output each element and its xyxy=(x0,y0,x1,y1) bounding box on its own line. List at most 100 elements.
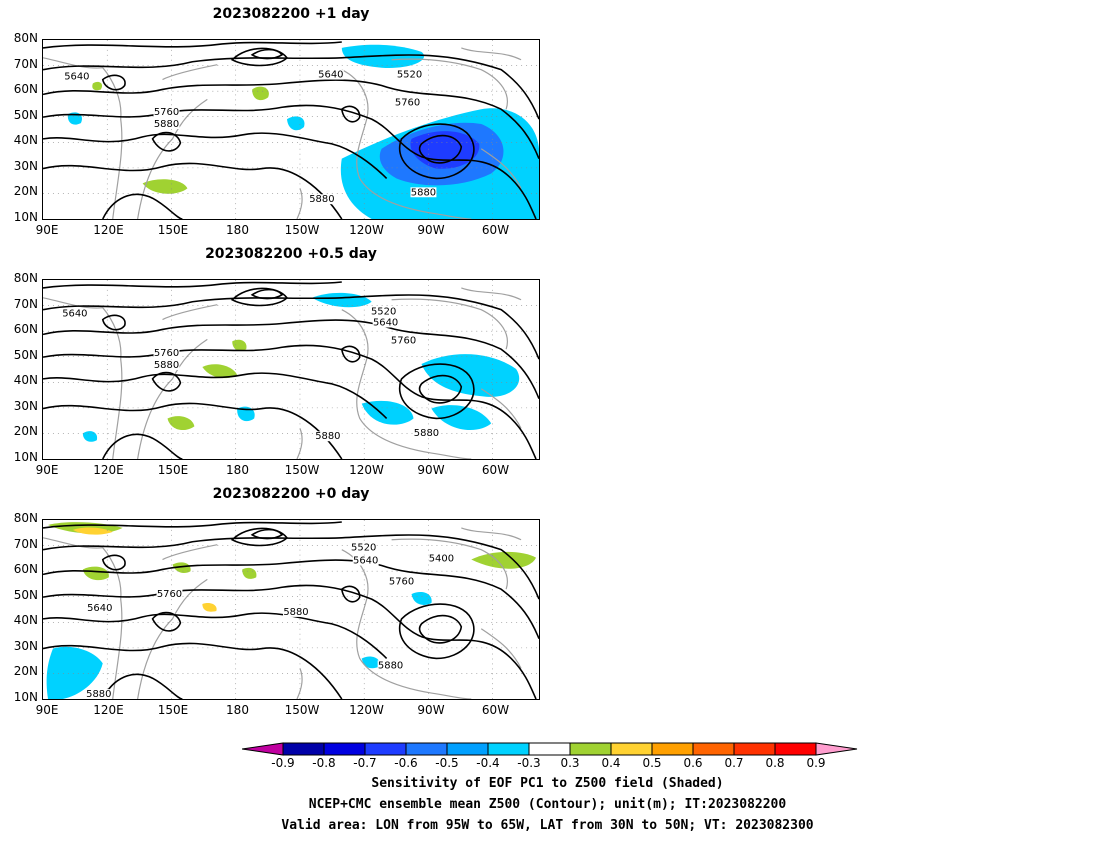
panel-2-title: 2023082200 +0.5 day xyxy=(205,246,377,262)
z500-contours xyxy=(43,281,539,459)
z500-contour xyxy=(43,132,388,180)
lat-tick-label: 30N xyxy=(13,638,38,653)
coastline xyxy=(461,527,522,541)
sensitivity-area xyxy=(82,566,109,581)
z500-contour xyxy=(340,105,361,123)
contour-label: 5880 xyxy=(378,660,403,671)
contour-label: 5880 xyxy=(154,119,179,130)
z500-contour xyxy=(399,603,475,660)
coastline xyxy=(391,298,508,350)
lon-tick-label: 90W xyxy=(417,463,445,477)
lat-tick-label: 10N xyxy=(13,689,38,704)
colorbar-segment xyxy=(692,742,735,756)
sensitivity-area xyxy=(202,364,238,379)
sensitivity-area xyxy=(46,646,103,699)
lat-tick-label: 50N xyxy=(13,347,38,362)
lat-tick-label: 20N xyxy=(13,424,38,438)
contour-label-bg xyxy=(308,194,335,205)
z500-contour xyxy=(43,534,539,600)
z500-contour xyxy=(151,371,182,392)
contour-label-bg xyxy=(388,576,415,587)
coastline xyxy=(296,668,303,699)
contour-label-bg xyxy=(377,660,404,671)
contour-label-bg xyxy=(156,589,183,600)
colorbar-tick-label: -0.7 xyxy=(353,756,377,770)
lon-tick-label: 60W xyxy=(481,463,510,477)
colorbar-segment xyxy=(405,742,448,756)
coastline xyxy=(162,64,218,81)
coastline xyxy=(480,628,522,669)
panel-1-title: 2023082200 +1 day xyxy=(212,6,370,22)
lon-tick-label: 60W xyxy=(481,703,510,717)
coastline xyxy=(296,428,303,459)
coastline xyxy=(461,287,522,301)
map-panel-2: 5640 5520 5640 5760 5760 5880 5880 5880 xyxy=(42,279,540,460)
lat-tick-label: 80N xyxy=(13,511,38,525)
z500-contour xyxy=(43,79,539,159)
lon-tick-label: 150W xyxy=(284,463,320,477)
sensitivity-area xyxy=(431,405,492,431)
colorbar-segment xyxy=(528,742,571,756)
lon-tick-label: 120E xyxy=(93,223,124,237)
coastline xyxy=(162,544,218,561)
contour-label: 5640 xyxy=(64,72,89,83)
colorbar-tick-label: -0.3 xyxy=(517,756,541,770)
lat-tick-label: 40N xyxy=(13,613,38,627)
z500-contour xyxy=(151,611,182,632)
lat-tick-label: 40N xyxy=(13,133,38,147)
map-panel-3: 5520 5640 5400 5760 5760 5640 5880 5880 5880 xyxy=(42,519,540,700)
contour-label: 5640 xyxy=(318,70,343,81)
z500-contour xyxy=(43,41,342,49)
lat-tick-label: 50N xyxy=(13,107,38,122)
colorbar-segment xyxy=(733,742,776,756)
sensitivity-area xyxy=(172,562,191,573)
lon-tick-label: 90E xyxy=(35,223,59,237)
sensitivity-area xyxy=(72,527,113,535)
contour-label: 5640 xyxy=(87,603,112,614)
coastline xyxy=(296,188,303,219)
z500-contour xyxy=(101,74,126,91)
lon-tick-label: 90E xyxy=(35,703,59,717)
contour-label-bg xyxy=(352,555,379,566)
sensitivity-area xyxy=(411,592,432,605)
lon-tick-label: 150W xyxy=(284,703,320,717)
z500-contour xyxy=(340,585,361,603)
contour-label: 5880 xyxy=(309,194,334,205)
lon-tick-label: 120W xyxy=(349,703,384,717)
contour-label: 5880 xyxy=(414,428,439,439)
z500-contour xyxy=(101,314,126,331)
contour-label-bg xyxy=(372,317,399,328)
contour-label-bg xyxy=(370,306,397,317)
z500-contour xyxy=(340,345,361,363)
lat-tick-label: 10N xyxy=(13,209,38,224)
z500-contour xyxy=(102,193,183,219)
panel-3-title: 2023082200 +0 day xyxy=(212,486,370,502)
lon-tick-label: 120E xyxy=(93,463,124,477)
coastline xyxy=(341,69,472,219)
sensitivity-area xyxy=(82,431,98,442)
colorbar-segment xyxy=(610,742,653,756)
lat-tick-label: 70N xyxy=(13,296,38,311)
contour-label-bg xyxy=(394,97,421,108)
colorbar-tick-label: 0.6 xyxy=(683,756,703,770)
colorbar-tick-label: 0.5 xyxy=(642,756,662,770)
z500-contours xyxy=(43,521,539,699)
z500-contour xyxy=(418,374,463,404)
z500-contour xyxy=(230,47,289,67)
colorbar-segment xyxy=(569,742,612,756)
coastline xyxy=(341,549,472,699)
coastline xyxy=(162,304,218,321)
z500-contour xyxy=(230,287,289,307)
map-panel-1: 5640 5640 5520 5760 5760 5880 5880 5880 xyxy=(42,39,540,220)
lat-tick-label: 20N xyxy=(13,184,38,198)
contour-label-bg xyxy=(413,428,440,439)
z500-contour xyxy=(418,134,463,164)
contour-label-bg xyxy=(63,71,90,82)
contour-label-bg xyxy=(283,607,309,617)
contour-label: 5760 xyxy=(389,576,414,587)
contour-label-bg xyxy=(410,187,437,198)
lat-tick-label: 70N xyxy=(13,536,38,551)
colorbar-tick-label: 0.8 xyxy=(765,756,785,770)
lon-tick-label: 150E xyxy=(157,223,189,237)
